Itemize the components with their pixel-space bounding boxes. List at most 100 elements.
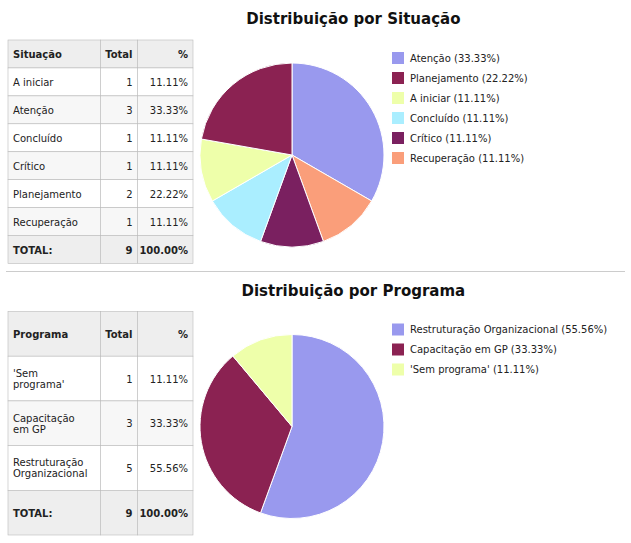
table-cell bbox=[101, 356, 138, 401]
table-cell bbox=[138, 401, 194, 446]
table-cell bbox=[101, 208, 138, 236]
table-text: 11.11% bbox=[150, 132, 188, 143]
table-text-line: A iniciar bbox=[13, 76, 54, 87]
table-cell bbox=[8, 236, 101, 264]
legend-swatch bbox=[392, 152, 404, 164]
table-cell bbox=[8, 180, 101, 208]
pie bbox=[200, 63, 384, 247]
legend-label: 'Sem programa' (11.11%) bbox=[410, 364, 539, 375]
table-text-line: 100.00% bbox=[139, 244, 188, 255]
table-cell bbox=[8, 490, 101, 535]
table-text-line: 11.11% bbox=[150, 216, 188, 227]
table-cell bbox=[8, 40, 101, 68]
table-cell bbox=[101, 180, 138, 208]
table-text: 55.56% bbox=[150, 462, 188, 473]
table-cell bbox=[138, 40, 194, 68]
table-text-line: 11.11% bbox=[150, 160, 188, 171]
table-text: Total bbox=[105, 328, 132, 339]
legend-item: Capacitação em GP (33.33%) bbox=[392, 344, 557, 356]
legend-item: Recuperação (11.11%) bbox=[392, 152, 524, 164]
table-cell bbox=[8, 124, 101, 152]
table-cell bbox=[101, 152, 138, 180]
table-cell bbox=[101, 401, 138, 446]
table-text-line: TOTAL: bbox=[13, 507, 52, 518]
table-text-line: 1 bbox=[126, 373, 132, 384]
table-text-line: Restruturação bbox=[13, 457, 83, 468]
table-text-line: Programa bbox=[13, 328, 68, 339]
table-cell bbox=[101, 490, 138, 535]
table-text: 11.11% bbox=[150, 160, 188, 171]
legend-swatch bbox=[392, 52, 404, 64]
table-cell bbox=[101, 96, 138, 124]
legend-item: Planejamento (22.22%) bbox=[392, 72, 528, 84]
table-text: % bbox=[178, 328, 188, 339]
table-text-line: Capacitação bbox=[13, 412, 75, 423]
legend-item: Restruturação Organizacional (55.56%) bbox=[392, 324, 607, 336]
table-text: Capacitaçãoem GP bbox=[13, 412, 75, 434]
table-text-line: em GP bbox=[13, 423, 46, 434]
table-cell bbox=[138, 124, 194, 152]
table-text-line: 1 bbox=[126, 132, 132, 143]
table-cell bbox=[138, 152, 194, 180]
table-text: 11.11% bbox=[150, 76, 188, 87]
section-divider bbox=[6, 271, 625, 272]
legend: Restruturação Organizacional (55.56%) Cap… bbox=[392, 324, 607, 376]
legend-label: Recuperação (11.11%) bbox=[410, 153, 524, 164]
legend-item: Concluído (11.11%) bbox=[392, 112, 509, 124]
table-cell bbox=[8, 96, 101, 124]
legend-swatch bbox=[392, 112, 404, 124]
table-text: Total bbox=[105, 48, 132, 59]
table-text-line: 33.33% bbox=[150, 418, 188, 429]
table-cell bbox=[101, 312, 138, 357]
table-text: Programa bbox=[13, 328, 68, 339]
legend-item: Crítico (11.11%) bbox=[392, 132, 491, 144]
legend-label: Restruturação Organizacional (55.56%) bbox=[410, 324, 607, 335]
chart-title: Distribuição por Situação bbox=[246, 10, 460, 28]
table-text-line: programa' bbox=[13, 379, 65, 390]
table-cell bbox=[138, 356, 194, 401]
table-text-line: 55.56% bbox=[150, 462, 188, 473]
table-cell bbox=[138, 208, 194, 236]
table-text-line: 1 bbox=[126, 216, 132, 227]
table-text: 33.33% bbox=[150, 104, 188, 115]
table-text: TOTAL: bbox=[13, 507, 52, 518]
legend: Atenção (33.33%)Planejamento (22.22%)A i… bbox=[392, 52, 528, 164]
legend-swatch bbox=[392, 324, 404, 336]
table-text: Crítico bbox=[13, 160, 45, 171]
table-cell bbox=[8, 312, 101, 357]
legend-item: Atenção (33.33%) bbox=[392, 52, 500, 64]
table: ProgramaTotal%'Semprograma'111.11%Capaci… bbox=[8, 312, 193, 536]
table-text: 3 bbox=[126, 104, 132, 115]
pie-slice bbox=[233, 335, 292, 427]
table-text-line: 'Sem bbox=[13, 368, 38, 379]
table: SituaçãoTotal%A iniciar111.11%Atenção333… bbox=[8, 40, 193, 264]
table-text: 9 bbox=[126, 244, 133, 255]
table-text: Concluído bbox=[13, 132, 62, 143]
table-text: Situação bbox=[13, 48, 62, 59]
table-text-line: 1 bbox=[126, 76, 132, 87]
table-text-line: 2 bbox=[126, 188, 132, 199]
table-text: Planejamento bbox=[13, 188, 82, 199]
table-cell bbox=[138, 68, 194, 96]
table-text-line: TOTAL: bbox=[13, 244, 52, 255]
pie-slice bbox=[201, 63, 292, 155]
legend-label: Atenção (33.33%) bbox=[410, 53, 500, 64]
chart-container: SituaçãoTotal%A iniciar111.11%Atenção333… bbox=[0, 0, 631, 543]
table-text-line: 22.22% bbox=[150, 188, 188, 199]
table-cell bbox=[101, 124, 138, 152]
table-cell bbox=[138, 446, 194, 491]
table-text: 1 bbox=[126, 373, 132, 384]
table-cell bbox=[138, 96, 194, 124]
table-text-line: 3 bbox=[126, 418, 132, 429]
legend-label: Capacitação em GP (33.33%) bbox=[410, 344, 557, 355]
table-text: 9 bbox=[126, 507, 133, 518]
table-text-line: 11.11% bbox=[150, 76, 188, 87]
table-text: RestruturaçãoOrganizacional bbox=[13, 457, 87, 479]
legend-label: Planejamento (22.22%) bbox=[410, 73, 528, 84]
table-text: 1 bbox=[126, 76, 132, 87]
table-cell bbox=[8, 401, 101, 446]
table-cell bbox=[8, 208, 101, 236]
table-text-line: Situação bbox=[13, 48, 62, 59]
table-text: 11.11% bbox=[150, 216, 188, 227]
table-text-line: Atenção bbox=[13, 104, 54, 115]
